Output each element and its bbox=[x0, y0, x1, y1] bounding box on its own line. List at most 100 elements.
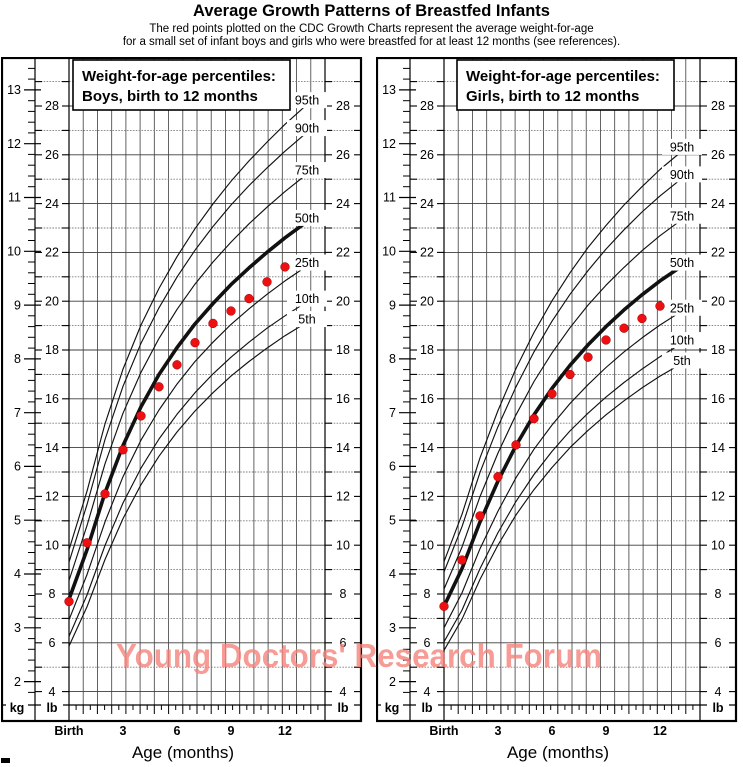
percentile-label-5th: 5th bbox=[673, 354, 690, 368]
data-point bbox=[262, 277, 272, 287]
lb-label-left: 18 bbox=[45, 343, 59, 357]
lb-label-left: 22 bbox=[420, 246, 434, 260]
lb-label-left: 22 bbox=[45, 246, 59, 260]
percentile-label-95th: 95th bbox=[670, 140, 694, 154]
percentile-curve-75th bbox=[68, 169, 313, 581]
lb-label-right: 12 bbox=[336, 490, 350, 504]
data-point bbox=[583, 352, 593, 362]
lb-label-right: 12 bbox=[711, 490, 725, 504]
percentile-label-90th: 90th bbox=[670, 168, 694, 182]
lb-label-left: 8 bbox=[49, 587, 56, 601]
percentile-label-75th: 75th bbox=[295, 164, 319, 178]
lb-label-right: 18 bbox=[711, 343, 725, 357]
data-point bbox=[64, 596, 74, 607]
kg-label: 4 bbox=[389, 567, 396, 581]
lb-label-right: 24 bbox=[336, 197, 350, 211]
lb-label-right: 28 bbox=[336, 99, 350, 113]
lb-label-right: 4 bbox=[340, 685, 347, 699]
kg-label: 10 bbox=[382, 245, 396, 259]
percentile-labels: 95th 90th 75th 50th 25th 10th 5th bbox=[287, 92, 327, 328]
percentile-label-90th: 90th bbox=[295, 122, 319, 136]
chart-background bbox=[376, 57, 738, 767]
x-tick-label-9: 9 bbox=[603, 724, 610, 738]
lb-label-right: 22 bbox=[336, 246, 350, 260]
kg-label: 7 bbox=[14, 406, 21, 420]
lb-label-right: 6 bbox=[340, 636, 347, 650]
data-point bbox=[655, 301, 665, 311]
lb-label-right: 20 bbox=[711, 294, 725, 308]
lb-unit-label-right: lb bbox=[712, 701, 723, 715]
data-point bbox=[529, 413, 539, 424]
x-axis: Birth 3 6 9 12 Age (months) bbox=[429, 705, 701, 762]
kg-label: 3 bbox=[14, 621, 21, 635]
x-tick-label-Birth: Birth bbox=[54, 724, 83, 738]
average-weight-points bbox=[439, 301, 665, 611]
lb-axis-labels: 4 4 6 6 8 8 10 10 12 12 14 14 16 16 18 18 20 20 22 22 24 24 26… bbox=[42, 98, 353, 699]
lb-label-left: 8 bbox=[424, 587, 431, 601]
data-point bbox=[493, 472, 503, 482]
chart-title-box: Weight-for-age percentiles: Girls, birth … bbox=[456, 59, 675, 111]
lb-label-left: 14 bbox=[420, 441, 434, 455]
kg-axis: 2 3 4 5 6 7 8 9 10 11 12 13 bbox=[7, 67, 41, 693]
percentile-curve-25th bbox=[68, 262, 313, 621]
percentile-label-5th: 5th bbox=[298, 313, 315, 327]
kg-label: 8 bbox=[389, 352, 396, 366]
stray-mark bbox=[1, 758, 10, 763]
lb-label-left: 4 bbox=[424, 685, 431, 699]
kg-label: 11 bbox=[383, 191, 396, 205]
data-point bbox=[565, 369, 575, 380]
lb-label-left: 20 bbox=[420, 294, 434, 308]
x-tick-label-12: 12 bbox=[653, 724, 667, 738]
lb-label-right: 18 bbox=[336, 343, 350, 357]
lb-label-right: 24 bbox=[711, 197, 725, 211]
percentile-labels: 95th 90th 75th 50th 25th 10th 5th bbox=[662, 138, 702, 369]
chart-title-box: Weight-for-age percentiles: Boys, birth t… bbox=[72, 59, 291, 111]
x-tick-label-6: 6 bbox=[174, 724, 181, 738]
unit-labels: kg lb lb bbox=[381, 701, 729, 715]
unit-labels: kg lb lb bbox=[6, 701, 354, 715]
x-tick-label-9: 9 bbox=[228, 724, 235, 738]
lb-label-right: 28 bbox=[711, 99, 725, 113]
lb-label-left: 4 bbox=[49, 685, 56, 699]
lb-ruler-ticks bbox=[410, 81, 736, 693]
lb-label-left: 6 bbox=[424, 636, 431, 650]
lb-label-right: 8 bbox=[715, 587, 722, 601]
kg-label: 3 bbox=[389, 621, 396, 635]
percentile-curve-95th bbox=[68, 99, 313, 550]
kg-label: 12 bbox=[382, 137, 396, 151]
lb-label-left: 24 bbox=[420, 197, 434, 211]
percentile-curves bbox=[442, 146, 689, 651]
lb-label-right: 8 bbox=[340, 587, 347, 601]
data-point bbox=[511, 440, 521, 450]
lb-label-right: 6 bbox=[715, 636, 722, 650]
data-point bbox=[280, 262, 290, 272]
lb-label-left: 10 bbox=[45, 538, 59, 552]
kg-label: 6 bbox=[14, 460, 21, 474]
kg-label: 11 bbox=[8, 191, 21, 205]
x-axis: Birth 3 6 9 12 Age (months) bbox=[54, 705, 326, 762]
kg-label: 2 bbox=[14, 675, 21, 689]
lb-label-right: 4 bbox=[715, 685, 722, 699]
percentile-label-10th: 10th bbox=[670, 334, 694, 348]
lb-unit-label-left: lb bbox=[46, 701, 57, 715]
data-point bbox=[547, 389, 557, 399]
percentile-curve-5th bbox=[443, 360, 688, 651]
data-point bbox=[226, 306, 236, 316]
percentile-curves bbox=[67, 99, 314, 647]
percentile-label-75th: 75th bbox=[670, 209, 694, 223]
kg-axis: 2 3 4 5 6 7 8 9 10 11 12 13 bbox=[382, 67, 416, 693]
chart-title-line1: Weight-for-age percentiles: bbox=[82, 68, 276, 85]
percentile-curve-90th bbox=[68, 127, 313, 563]
lb-label-right: 16 bbox=[711, 392, 725, 406]
kg-label: 10 bbox=[7, 245, 21, 259]
lb-label-left: 16 bbox=[420, 392, 434, 406]
x-axis-title: Age (months) bbox=[132, 743, 234, 762]
percentile-curve-5th bbox=[68, 318, 313, 647]
data-point bbox=[82, 538, 92, 548]
lb-label-right: 20 bbox=[336, 294, 350, 308]
data-point bbox=[154, 382, 164, 392]
chart-title-line2: Girls, birth to 12 months bbox=[466, 88, 639, 105]
